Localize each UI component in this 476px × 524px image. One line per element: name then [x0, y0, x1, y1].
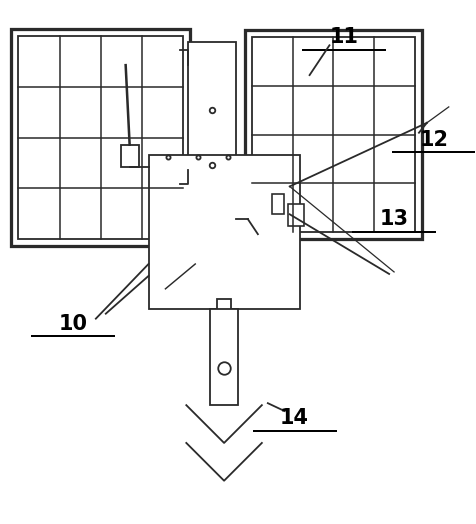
Bar: [272, 194, 284, 214]
Text: 12: 12: [419, 130, 448, 150]
Bar: [149, 155, 299, 309]
Text: 13: 13: [379, 209, 408, 230]
Bar: [11, 29, 190, 246]
Bar: [18, 36, 183, 239]
Bar: [210, 309, 238, 405]
Text: 14: 14: [280, 408, 309, 428]
Bar: [217, 299, 231, 313]
Text: 11: 11: [330, 27, 359, 47]
Bar: [245, 30, 422, 239]
Bar: [252, 37, 415, 232]
Text: 10: 10: [59, 314, 88, 334]
Bar: [288, 204, 304, 226]
Bar: [121, 145, 139, 167]
Bar: [188, 42, 236, 219]
